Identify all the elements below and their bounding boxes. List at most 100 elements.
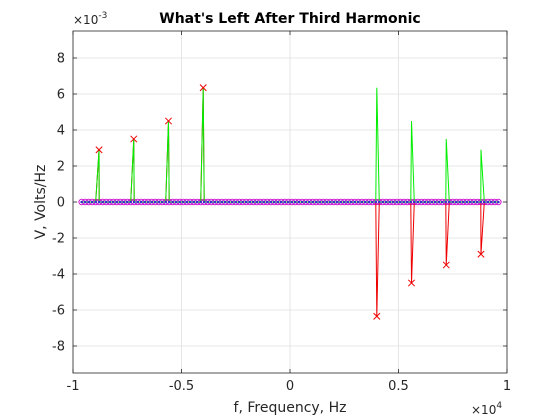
zero-sample-dot <box>213 200 217 204</box>
zero-sample-dot <box>416 200 420 204</box>
x-tick-label: 0 <box>286 379 294 394</box>
peak-x-marker <box>164 117 173 125</box>
zero-sample-dot <box>426 200 430 204</box>
zero-sample-dot <box>248 200 252 204</box>
zero-sample-dot <box>115 200 118 204</box>
zero-sample-dot <box>181 200 185 204</box>
zero-sample-dot <box>381 200 385 204</box>
zero-sample-dot <box>335 200 339 204</box>
zero-sample-dot <box>174 200 178 204</box>
zero-sample-dot <box>363 200 367 204</box>
zero-sample-dot <box>318 200 322 204</box>
x-exponent-base: ×10 <box>471 403 496 417</box>
zero-sample-dot <box>444 200 448 204</box>
zero-sample-dot <box>139 200 143 204</box>
zero-sample-dot <box>479 200 483 204</box>
zero-sample-dot <box>353 200 357 204</box>
zero-sample-dot <box>265 200 269 204</box>
zero-sample-dot <box>469 200 472 204</box>
zero-sample-dot <box>192 200 196 204</box>
zero-sample-dot <box>87 200 90 204</box>
zero-sample-dot <box>412 200 416 204</box>
zero-sample-dot <box>332 200 336 204</box>
x-axis-label: f, Frequency, Hz <box>234 400 347 416</box>
zero-sample-dot <box>97 200 101 204</box>
zero-sample-dot <box>220 200 224 204</box>
zero-sample-dot <box>384 200 388 204</box>
zero-sample-dot <box>195 200 199 204</box>
zero-sample-dot <box>423 200 427 204</box>
zero-sample-dot <box>286 200 290 204</box>
zero-sample-dot <box>388 200 392 204</box>
zero-sample-dot <box>293 200 297 204</box>
zero-sample-dot <box>462 200 465 204</box>
zero-sample-dot <box>185 200 189 204</box>
zero-sample-dot <box>118 200 122 204</box>
y-axis-label: V, Volts/Hz <box>33 165 49 240</box>
zero-sample-dot <box>216 200 220 204</box>
zero-sample-dot <box>153 200 157 204</box>
zero-sample-dot <box>171 200 175 204</box>
zero-sample-dot <box>234 200 238 204</box>
zero-sample-dot <box>206 200 210 204</box>
zero-sample-dot <box>370 200 374 204</box>
y-exponent-label: ×10-3 <box>73 11 107 27</box>
zero-sample-dot <box>483 200 486 204</box>
zero-sample-dot <box>458 200 462 204</box>
zero-sample-dot <box>486 200 490 204</box>
zero-sample-dot <box>132 200 136 204</box>
zero-sample-dot <box>209 200 213 204</box>
zero-sample-dot <box>448 200 451 204</box>
y-tick-label: 8 <box>57 52 65 67</box>
zero-sample-dot <box>455 200 458 204</box>
zero-sample-dot <box>244 200 248 204</box>
zero-sample-dot <box>409 200 413 204</box>
y-tick-label: 2 <box>57 160 65 175</box>
peak-x-marker <box>95 146 103 154</box>
ticks: -1 -0.5 0 0.5 1 -8 -6 -4 -2 0 2 4 6 8 <box>52 31 511 394</box>
zero-sample-dot <box>402 200 406 204</box>
zero-sample-dot <box>328 200 332 204</box>
zero-sample-dot <box>143 200 147 204</box>
series-layer <box>78 84 502 320</box>
y-tick-label: 4 <box>57 124 65 139</box>
zero-sample-dot <box>167 200 171 204</box>
zero-sample-dot <box>346 200 350 204</box>
zero-sample-dot <box>497 200 500 204</box>
zero-sample-dot <box>339 200 343 204</box>
x-exponent-label: ×104 <box>471 401 502 417</box>
peak-x-marker <box>199 84 207 92</box>
y-tick-label: -2 <box>52 232 65 247</box>
zero-sample-dot <box>230 200 234 204</box>
zero-sample-dot <box>146 200 150 204</box>
zero-sample-dot <box>199 200 203 204</box>
zero-sample-dot <box>255 200 259 204</box>
zero-sample-dot <box>136 200 139 204</box>
zero-sample-dot <box>441 200 444 204</box>
zero-sample-dot <box>129 200 132 204</box>
zero-sample-dot <box>476 200 479 204</box>
zero-sample-dot <box>283 200 287 204</box>
zero-sample-dot <box>304 200 308 204</box>
zero-sample-dot <box>297 200 301 204</box>
zero-sample-dot <box>90 200 94 204</box>
zero-sample-dot <box>314 200 318 204</box>
y-tick-label: 0 <box>57 196 65 211</box>
zero-sample-dot <box>108 200 111 204</box>
zero-sample-dot <box>311 200 315 204</box>
zero-sample-dot <box>290 200 294 204</box>
zero-sample-dot <box>164 200 168 204</box>
zero-sample-dot <box>342 200 346 204</box>
zero-sample-dot <box>360 200 364 204</box>
peak-x-marker <box>130 135 138 143</box>
zero-sample-dot <box>307 200 311 204</box>
peak-x-marker <box>477 250 485 258</box>
zero-sample-dot <box>202 200 206 204</box>
zero-sample-dot <box>157 200 161 204</box>
zero-sample-dot <box>104 200 108 204</box>
zero-sample-dot <box>472 200 476 204</box>
y-exponent-base: ×10 <box>73 13 98 27</box>
zero-sample-dot <box>367 200 371 204</box>
zero-sample-dot <box>395 200 399 204</box>
zero-sample-dot <box>325 200 329 204</box>
